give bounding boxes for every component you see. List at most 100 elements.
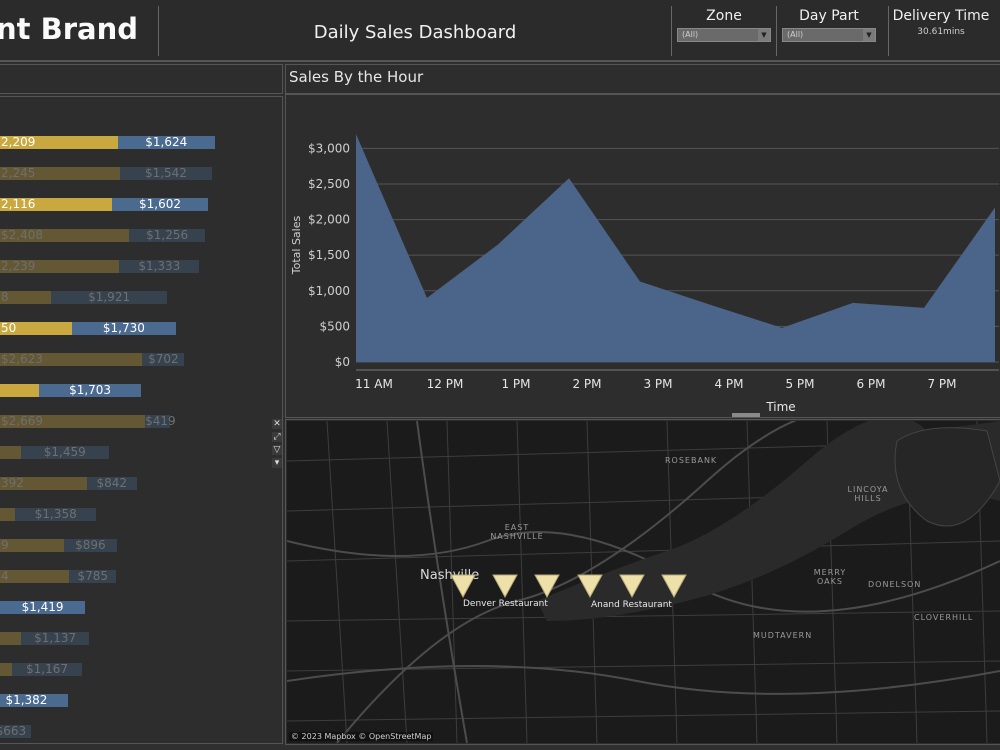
gold-bar-label: $2,408 xyxy=(1,228,43,242)
blue-bar[interactable] xyxy=(51,291,167,304)
close-icon[interactable]: ✕ xyxy=(272,419,282,429)
blue-bar-label: $1,358 xyxy=(34,507,77,521)
sales-by-restaurant-bars: 2,209 $1,624 2,245 $1,542 2,116 $1,602 $2,408 $… xyxy=(0,96,283,744)
delivery-time-kpi: Delivery Time 30.61mins xyxy=(890,8,992,37)
y-tick-label: $1,000 xyxy=(308,284,350,298)
area-label-donelson: DONELSON xyxy=(868,580,922,589)
restaurant-map[interactable]: ROSEBANK EAST NASHVILLE LINCOYA HILLS ME… xyxy=(287,421,1000,743)
gold-bar[interactable] xyxy=(0,508,15,521)
blue-bar-label: $1,921 xyxy=(88,290,131,304)
chevron-down-icon[interactable]: ▼ xyxy=(758,29,770,41)
gold-bar[interactable] xyxy=(0,446,21,459)
blue-bar[interactable] xyxy=(86,477,138,490)
gold-bar[interactable] xyxy=(0,136,118,149)
gold-bar[interactable] xyxy=(0,353,143,366)
sales-area xyxy=(356,134,995,362)
blue-bar-label: $1,542 xyxy=(144,166,187,180)
blue-bar[interactable] xyxy=(117,136,215,149)
zone-filter-label: Zone xyxy=(706,8,742,24)
zone-dropdown[interactable]: (All) ▼ xyxy=(677,28,771,42)
day-part-filter-label: Day Part xyxy=(799,8,859,24)
x-tick-label: 2 PM xyxy=(572,377,601,391)
blue-bar-label: $1,459 xyxy=(43,445,86,459)
blue-bar-label: $1,167 xyxy=(26,662,68,676)
blue-bar-label: $1,256 xyxy=(146,228,189,242)
gold-bar[interactable] xyxy=(0,384,39,397)
restaurant-marker xyxy=(619,574,645,599)
gold-bar-label: 2,209 xyxy=(1,135,36,149)
blue-bar[interactable] xyxy=(119,260,200,273)
gold-bar[interactable] xyxy=(0,167,120,180)
day-part-filter: Day Part (All) ▼ xyxy=(777,8,881,42)
x-tick-label: 4 PM xyxy=(714,377,743,391)
x-axis-title: Time xyxy=(765,400,795,414)
zone-dropdown-value: (All) xyxy=(682,30,699,39)
gold-bar[interactable] xyxy=(0,539,64,552)
brand-name: nt Brand xyxy=(0,12,138,46)
delivery-time-value: 30.61mins xyxy=(917,27,965,37)
more-options-icon[interactable]: ▾ xyxy=(272,458,282,468)
chevron-down-icon[interactable]: ▼ xyxy=(863,29,875,41)
gold-bar[interactable] xyxy=(0,663,12,676)
gold-bar[interactable] xyxy=(0,198,112,211)
dashboard-title: Daily Sales Dashboard xyxy=(313,22,517,43)
blue-bar[interactable] xyxy=(0,694,68,707)
y-tick-label: $2,500 xyxy=(308,177,350,191)
gold-bar-label: 2,245 xyxy=(1,166,36,180)
blue-bar[interactable] xyxy=(21,446,109,459)
area-label-lincoya-hills: LINCOYA HILLS xyxy=(847,485,889,503)
gold-bar[interactable] xyxy=(0,229,130,242)
area-label-rosebank: ROSEBANK xyxy=(665,456,718,465)
header-divider xyxy=(776,6,777,56)
blue-bar-label: $1,703 xyxy=(69,383,112,397)
sales-by-hour-chart: $0 $500 $1,000 $1,500 $2,000 $2,500 $3,000 11 A… xyxy=(290,134,999,417)
blue-bar[interactable] xyxy=(145,415,171,428)
x-tick-label: 11 AM xyxy=(355,377,393,391)
blue-bar[interactable] xyxy=(12,663,83,676)
map-copyright: © 2023 Mapbox © OpenStreetMap xyxy=(289,732,434,741)
blue-bar[interactable] xyxy=(39,384,142,397)
restaurant-label-anand: Anand Restaurant xyxy=(591,600,672,610)
area-label-east-nashville: EAST NASHVILLE xyxy=(490,523,544,541)
y-tick-label: $0 xyxy=(335,355,350,369)
gold-bar-label: $2,623 xyxy=(1,352,43,366)
blue-bar-label: $1,333 xyxy=(138,259,181,273)
header-divider xyxy=(888,6,889,56)
day-part-dropdown-value: (All) xyxy=(787,30,804,39)
blue-bar-label: $896 xyxy=(75,538,106,552)
area-chart-panel: $0 $500 $1,000 $1,500 $2,000 $2,500 $3,000 11 A… xyxy=(285,94,1000,418)
blue-bar[interactable] xyxy=(111,198,209,211)
expand-icon[interactable]: ⤢ xyxy=(272,432,282,442)
blue-bar[interactable] xyxy=(129,229,205,242)
gold-bar-label: 8 xyxy=(1,290,9,304)
gold-bar-label: 2,239 xyxy=(1,259,36,273)
blue-bar[interactable] xyxy=(63,539,118,552)
blue-bar[interactable] xyxy=(0,601,86,614)
blue-bar[interactable] xyxy=(0,725,31,738)
blue-bar[interactable] xyxy=(119,167,213,180)
day-part-dropdown[interactable]: (All) ▼ xyxy=(782,28,876,42)
blue-bar[interactable] xyxy=(72,322,176,335)
blue-bar-label: $1,419 xyxy=(21,600,64,614)
gold-bar[interactable] xyxy=(0,570,70,583)
y-tick-label: $500 xyxy=(319,319,350,333)
blue-bar[interactable] xyxy=(15,508,97,521)
blue-bar-label: $1,137 xyxy=(34,631,77,645)
x-tick-label: 5 PM xyxy=(785,377,814,391)
gold-bar[interactable] xyxy=(0,632,21,645)
area-label-merry-oaks: MERRY OAKS xyxy=(813,568,847,586)
blue-bar[interactable] xyxy=(142,353,185,366)
gold-bar[interactable] xyxy=(0,477,87,490)
y-tick-label: $1,500 xyxy=(308,248,350,262)
area-label-mudtavern: MUDTAVERN xyxy=(753,631,813,640)
blue-bar[interactable] xyxy=(69,570,117,583)
gold-bar[interactable] xyxy=(0,260,120,273)
filter-icon[interactable]: ▽ xyxy=(272,445,282,455)
gold-bar[interactable] xyxy=(0,415,146,428)
gold-bar[interactable] xyxy=(0,291,52,304)
y-tick-label: $2,000 xyxy=(308,213,350,227)
gold-bar[interactable] xyxy=(0,322,72,335)
blue-bar[interactable] xyxy=(21,632,90,645)
x-tick-label: 8 PM xyxy=(998,377,999,391)
blue-bar-label: $1,624 xyxy=(145,135,188,149)
